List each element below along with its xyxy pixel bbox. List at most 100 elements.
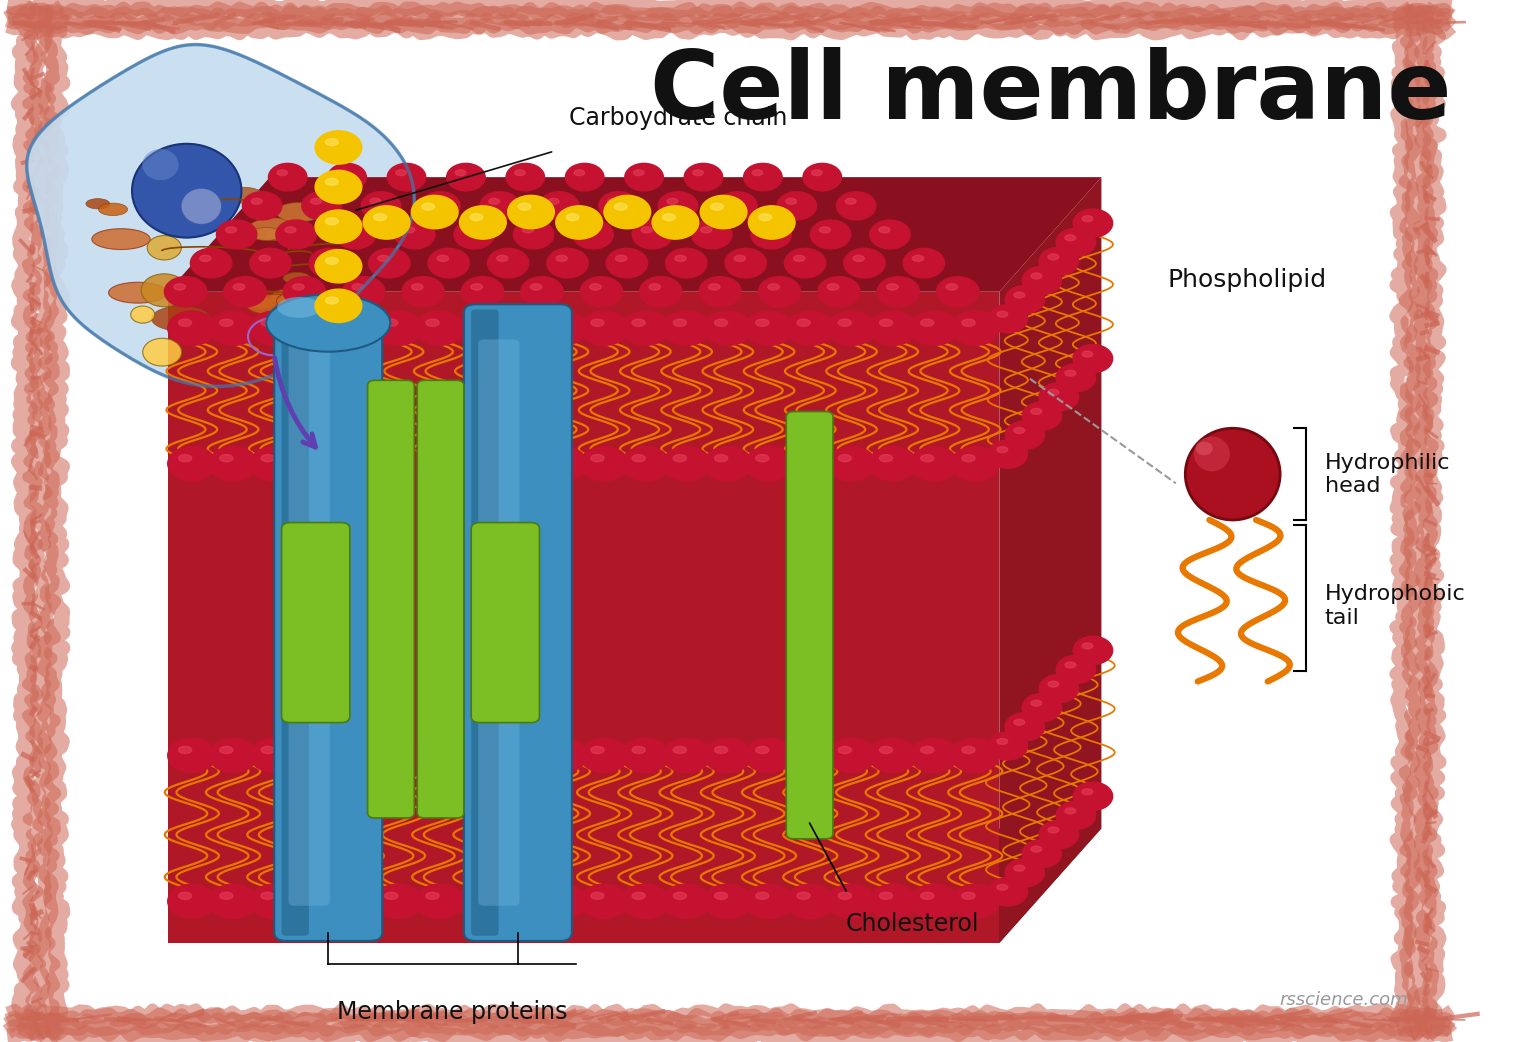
Circle shape xyxy=(539,446,587,480)
Circle shape xyxy=(633,220,672,249)
Ellipse shape xyxy=(1048,390,1059,395)
Ellipse shape xyxy=(633,454,645,462)
Ellipse shape xyxy=(827,283,839,290)
Circle shape xyxy=(750,220,792,249)
Text: Cell membrane: Cell membrane xyxy=(649,47,1452,139)
Ellipse shape xyxy=(429,198,440,204)
Ellipse shape xyxy=(711,203,723,210)
FancyBboxPatch shape xyxy=(368,380,414,818)
Ellipse shape xyxy=(277,202,321,222)
Ellipse shape xyxy=(886,283,898,290)
Ellipse shape xyxy=(220,746,232,753)
Ellipse shape xyxy=(518,203,530,210)
Ellipse shape xyxy=(344,746,356,753)
Circle shape xyxy=(209,738,257,773)
Circle shape xyxy=(251,884,298,919)
Ellipse shape xyxy=(1082,351,1093,357)
Circle shape xyxy=(989,304,1027,332)
Circle shape xyxy=(622,884,669,919)
Circle shape xyxy=(209,446,257,480)
Ellipse shape xyxy=(471,214,483,221)
Ellipse shape xyxy=(325,178,338,185)
Circle shape xyxy=(565,164,604,191)
Ellipse shape xyxy=(575,170,585,176)
Ellipse shape xyxy=(633,319,645,326)
Circle shape xyxy=(1005,286,1045,314)
Circle shape xyxy=(498,884,545,919)
Circle shape xyxy=(387,164,426,191)
Circle shape xyxy=(828,738,876,773)
Circle shape xyxy=(698,276,741,307)
Ellipse shape xyxy=(370,198,380,204)
Ellipse shape xyxy=(489,198,500,204)
FancyBboxPatch shape xyxy=(471,523,539,723)
Circle shape xyxy=(692,220,732,249)
Circle shape xyxy=(335,220,376,249)
Circle shape xyxy=(364,206,410,240)
Ellipse shape xyxy=(179,319,191,326)
Ellipse shape xyxy=(634,170,643,176)
Circle shape xyxy=(724,248,767,278)
Circle shape xyxy=(1022,694,1062,722)
Ellipse shape xyxy=(497,255,507,262)
Circle shape xyxy=(778,192,816,220)
Ellipse shape xyxy=(839,319,851,326)
Circle shape xyxy=(147,235,182,259)
Ellipse shape xyxy=(437,255,449,262)
Circle shape xyxy=(329,164,367,191)
Ellipse shape xyxy=(293,283,304,290)
Ellipse shape xyxy=(234,283,244,290)
Circle shape xyxy=(251,446,298,480)
Circle shape xyxy=(659,192,698,220)
Ellipse shape xyxy=(246,294,304,315)
Circle shape xyxy=(704,738,752,773)
Circle shape xyxy=(498,446,545,480)
Circle shape xyxy=(457,738,504,773)
Ellipse shape xyxy=(249,297,275,308)
Ellipse shape xyxy=(996,447,1007,452)
Circle shape xyxy=(539,311,587,345)
Ellipse shape xyxy=(226,188,263,203)
Circle shape xyxy=(539,884,587,919)
Ellipse shape xyxy=(303,892,315,899)
Ellipse shape xyxy=(1048,681,1059,687)
Circle shape xyxy=(989,731,1027,760)
FancyBboxPatch shape xyxy=(787,412,833,839)
Ellipse shape xyxy=(260,255,270,262)
Circle shape xyxy=(909,311,958,345)
Ellipse shape xyxy=(463,227,474,232)
Circle shape xyxy=(704,446,752,480)
Text: Hydrophilic
head: Hydrophilic head xyxy=(1325,452,1450,496)
Circle shape xyxy=(950,446,999,480)
Ellipse shape xyxy=(921,892,934,899)
Ellipse shape xyxy=(515,170,526,176)
Ellipse shape xyxy=(759,214,772,221)
Circle shape xyxy=(581,446,628,480)
Ellipse shape xyxy=(179,454,191,462)
Circle shape xyxy=(168,311,215,345)
Circle shape xyxy=(460,206,506,240)
Circle shape xyxy=(374,311,422,345)
Polygon shape xyxy=(26,45,414,387)
Circle shape xyxy=(663,884,711,919)
Ellipse shape xyxy=(351,283,364,290)
Ellipse shape xyxy=(996,885,1007,890)
Ellipse shape xyxy=(1082,789,1093,795)
Ellipse shape xyxy=(674,319,686,326)
Circle shape xyxy=(480,192,520,220)
Circle shape xyxy=(746,738,793,773)
Ellipse shape xyxy=(642,227,652,232)
Ellipse shape xyxy=(226,227,237,232)
Ellipse shape xyxy=(756,454,769,462)
Circle shape xyxy=(573,220,613,249)
Circle shape xyxy=(704,884,752,919)
Ellipse shape xyxy=(1196,442,1213,455)
Ellipse shape xyxy=(692,170,703,176)
Circle shape xyxy=(168,738,215,773)
Circle shape xyxy=(446,164,486,191)
Ellipse shape xyxy=(767,283,779,290)
Ellipse shape xyxy=(266,295,390,352)
Circle shape xyxy=(828,884,876,919)
Circle shape xyxy=(539,738,587,773)
Circle shape xyxy=(869,446,917,480)
